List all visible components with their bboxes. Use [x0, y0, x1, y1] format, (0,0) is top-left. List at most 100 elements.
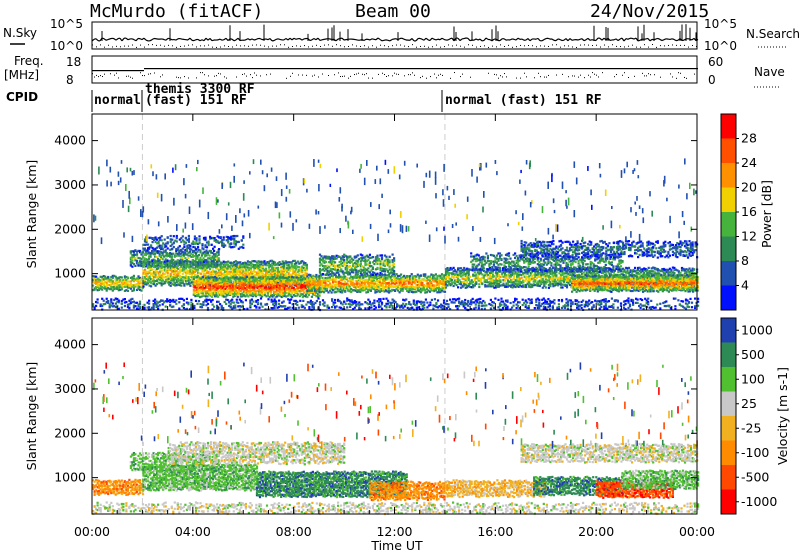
data-cell	[216, 255, 219, 258]
data-cell	[146, 249, 149, 252]
data-cell	[178, 266, 181, 269]
freq-label: Freq.	[14, 54, 44, 68]
data-cell	[373, 263, 376, 266]
nsky-trace-segment	[381, 39, 385, 42]
data-cell	[104, 275, 107, 278]
data-cell	[128, 286, 131, 289]
data-cell	[104, 277, 107, 280]
nsearch-dot	[248, 45, 249, 47]
data-cell	[209, 273, 212, 276]
nsky-trace-segment	[135, 38, 139, 42]
data-cell	[184, 263, 187, 266]
data-cell	[148, 280, 151, 283]
nsearch-label: N.Search	[746, 27, 800, 41]
data-cell	[135, 283, 139, 286]
data-cell	[183, 276, 186, 279]
nave-dot	[204, 74, 205, 76]
freq-trace-point	[254, 68, 256, 70]
data-cell	[131, 277, 134, 280]
data-cell	[150, 281, 153, 284]
nsearch-dot	[268, 46, 269, 48]
freq-trace-point	[114, 70, 116, 72]
freq-trace-point	[346, 68, 348, 70]
data-cell	[138, 288, 142, 291]
data-cell	[105, 283, 108, 286]
data-cell	[166, 236, 169, 239]
data-cell	[284, 273, 287, 276]
nsearch-dot	[456, 44, 457, 46]
data-cell	[138, 264, 142, 267]
data-cell	[131, 254, 134, 257]
data-cell	[205, 246, 209, 249]
freq-trace-point	[214, 68, 216, 70]
data-cell	[210, 263, 213, 266]
freq-trace-point	[482, 68, 484, 70]
data-cell	[108, 284, 111, 287]
data-cell	[184, 282, 187, 285]
freq-trace-point	[630, 68, 632, 70]
nsky-trace-segment	[379, 38, 383, 42]
data-cell	[156, 265, 159, 268]
freq-trace-point	[318, 68, 320, 70]
data-cell	[174, 277, 177, 280]
data-cell	[184, 267, 187, 270]
freq-trace-point	[218, 68, 220, 70]
data-cell	[174, 284, 177, 287]
data-cell	[177, 263, 180, 266]
data-cell	[140, 281, 143, 284]
data-cell	[191, 250, 194, 253]
data-cell	[144, 251, 148, 254]
data-cell	[197, 254, 201, 257]
freq-trace-point	[594, 68, 596, 70]
nave-dot	[98, 76, 99, 78]
nsearch-dot	[212, 46, 213, 48]
date-title: 24/Nov/2015	[590, 1, 709, 22]
nsearch-dot	[380, 44, 381, 46]
freq-trace-point	[204, 68, 206, 70]
nave-dot	[306, 74, 307, 76]
data-cell	[172, 276, 175, 279]
data-cell	[117, 284, 120, 287]
nave-dot	[644, 75, 645, 77]
freq-trace-point	[510, 68, 512, 70]
freq-trace-point	[514, 68, 516, 70]
nsearch-dot	[436, 44, 437, 46]
freq-trace-point	[136, 70, 138, 72]
data-cell	[129, 280, 132, 283]
freq-trace-point	[266, 68, 268, 70]
data-cell	[161, 258, 164, 261]
freq-trace-point	[286, 68, 288, 70]
nave-dot	[104, 73, 105, 75]
freq-trace-point	[458, 68, 460, 70]
nsearch-dot	[168, 44, 169, 46]
nsky-trace-segment	[499, 38, 503, 42]
data-cell	[393, 262, 396, 265]
data-cell	[321, 273, 325, 276]
nave-dot	[634, 75, 635, 77]
nsearch-dot	[400, 44, 401, 46]
nsearch-dot	[512, 46, 513, 48]
nave-dot	[646, 75, 647, 77]
data-cell	[165, 263, 168, 266]
nave-dot	[318, 76, 319, 78]
data-cell	[206, 251, 210, 254]
data-cell	[169, 266, 172, 270]
freq-trace-point	[274, 68, 276, 70]
data-cell	[156, 262, 159, 265]
nsky-trace-segment	[631, 37, 635, 40]
data-cell	[356, 273, 359, 276]
freq-trace-point	[634, 68, 636, 70]
data-cell	[132, 284, 135, 287]
nsearch-dot	[620, 46, 621, 48]
nave-dot	[686, 77, 687, 79]
data-cell	[205, 269, 209, 272]
data-cell	[393, 259, 396, 262]
nave-dot	[350, 75, 351, 77]
data-cell	[153, 260, 156, 263]
nsky-trace-segment	[243, 39, 247, 41]
freq-trace-point	[344, 68, 346, 70]
data-cell	[261, 265, 265, 268]
nsearch-tick-top: 10^5	[704, 17, 737, 31]
freq-trace-point	[498, 68, 500, 70]
data-cell	[193, 255, 196, 258]
